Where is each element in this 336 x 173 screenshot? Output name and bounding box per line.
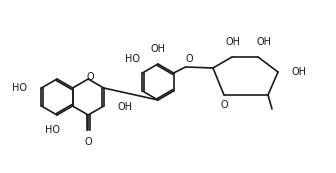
- Text: OH: OH: [292, 67, 307, 77]
- Text: O: O: [86, 72, 94, 82]
- Text: HO: HO: [125, 54, 140, 64]
- Text: O: O: [84, 137, 92, 147]
- Text: OH: OH: [225, 37, 241, 47]
- Text: O: O: [220, 100, 228, 110]
- Text: HO: HO: [12, 83, 28, 93]
- Text: O: O: [185, 54, 193, 64]
- Text: OH: OH: [118, 102, 133, 112]
- Text: OH: OH: [256, 37, 271, 47]
- Text: OH: OH: [151, 44, 166, 54]
- Text: HO: HO: [45, 125, 60, 135]
